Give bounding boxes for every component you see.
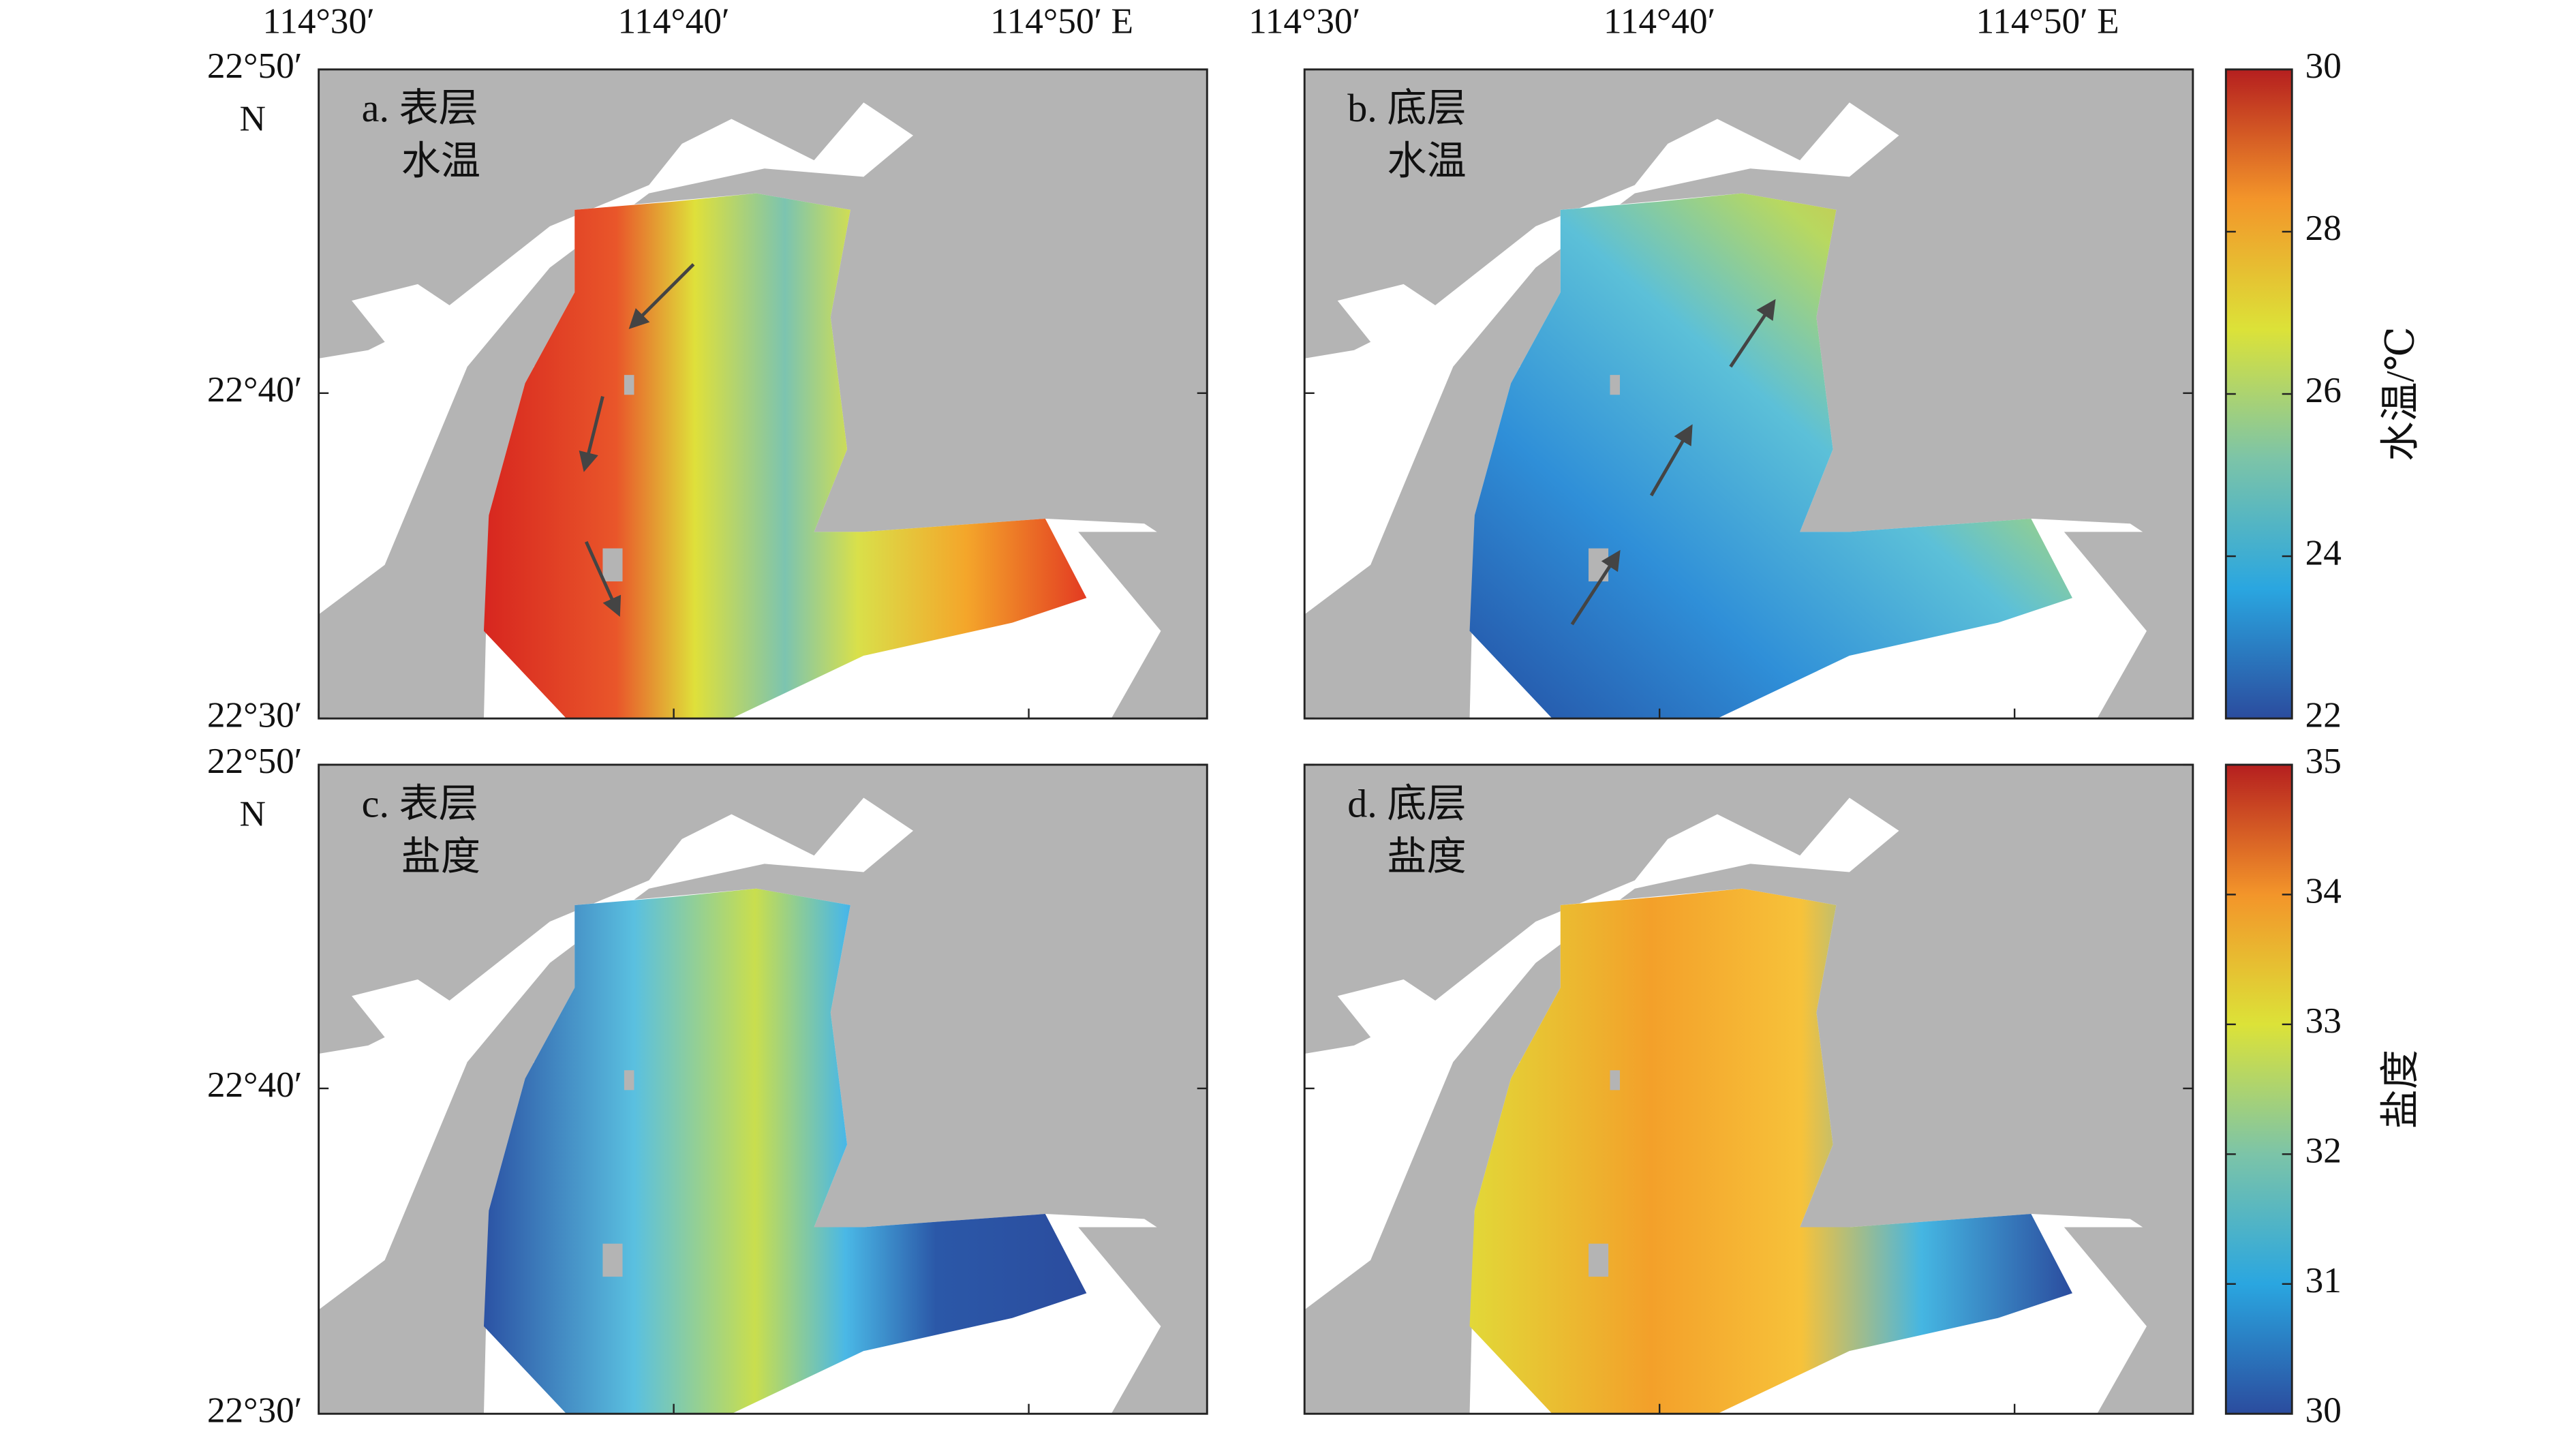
panel-variable: 盐度: [1387, 834, 1466, 879]
colorbar-tick-label: 22: [2305, 695, 2342, 735]
x-tick-label: 114°30′: [1248, 1, 1360, 42]
panel-label: b. 底层: [1347, 86, 1466, 130]
y-tick-label: 22°40′: [207, 369, 303, 410]
colorbar-tick-label: 34: [2305, 871, 2342, 911]
x-tick-label: 114°40′: [1604, 1, 1715, 42]
y-tick-label: 22°40′: [207, 1065, 303, 1105]
colorbar-tick-label: 30: [2305, 1390, 2342, 1430]
panel-label: d. 底层: [1347, 781, 1466, 825]
island: [602, 1243, 623, 1277]
colorbar-tick-label: 24: [2305, 532, 2342, 573]
colorbars: 22 24 26 28 30 水温/℃ 30 31 32 33 34 35 盐度: [2224, 46, 2422, 1430]
colorbar-tick-label: 26: [2305, 370, 2342, 410]
panel-variable: 水温: [1387, 139, 1466, 183]
hemisphere-label: N: [239, 99, 266, 139]
y-tick-label: 22°50′: [207, 741, 303, 781]
colorbar: [2224, 763, 2293, 1415]
y-tick-label: 22°30′: [207, 1390, 303, 1430]
x-tick-label: 114°40′: [617, 1, 729, 42]
x-tick-label: 114°50′ E: [1976, 1, 2119, 42]
panel-label: c. 表层: [362, 781, 478, 825]
x-tick-label: 114°50′ E: [990, 1, 1133, 42]
colorbar-tick-label: 31: [2305, 1260, 2342, 1300]
island: [602, 548, 623, 582]
island: [1610, 1070, 1621, 1091]
island: [1589, 1243, 1609, 1277]
y-tick-label: 22°50′: [207, 46, 303, 86]
colorbar-title: 盐度: [2378, 1050, 2422, 1129]
x-tick-label: 114°30′: [263, 1, 375, 42]
island: [624, 375, 634, 395]
panel-label: a. 表层: [362, 86, 478, 130]
island: [1610, 375, 1621, 395]
panel-variable: 水温: [401, 139, 480, 183]
hemisphere-label: N: [239, 794, 266, 834]
colorbar-tick-label: 30: [2305, 46, 2342, 86]
island: [624, 1070, 634, 1091]
colorbar-tick-label: 35: [2305, 741, 2342, 781]
colorbar-title: 水温/℃: [2378, 326, 2422, 461]
panel-variable: 盐度: [401, 834, 480, 879]
arrows: [579, 263, 1776, 626]
colorbar-tick-label: 28: [2305, 208, 2342, 248]
y-tick-label: 22°30′: [207, 695, 303, 735]
colorbar-tick-label: 32: [2305, 1131, 2342, 1171]
island: [1589, 548, 1609, 582]
colorbar-tick-label: 33: [2305, 1001, 2342, 1041]
